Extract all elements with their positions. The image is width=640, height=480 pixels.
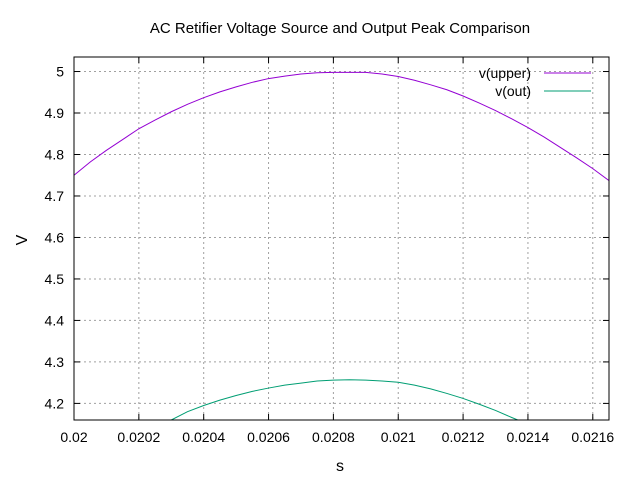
y-tick-label: 4.5 xyxy=(45,271,65,287)
legend-label: v(out) xyxy=(495,83,531,99)
axis-ticks xyxy=(73,57,609,420)
y-tick-label: 4.3 xyxy=(45,354,65,370)
y-tick-label: 4.9 xyxy=(45,105,65,121)
x-tick-labels: 0.02 0.0202 0.0204 0.0206 0.0208 0.021 0.0212 0… xyxy=(60,429,614,445)
x-tick-label: 0.0214 xyxy=(507,429,550,445)
y-tick-label: 5 xyxy=(56,64,64,80)
plot-frame xyxy=(73,56,610,421)
y-tick-label: 4.2 xyxy=(45,395,65,411)
x-tick-label: 0.0202 xyxy=(117,429,160,445)
x-tick-label: 0.0204 xyxy=(182,429,225,445)
x-tick-label: 0.021 xyxy=(381,429,416,445)
series-layer xyxy=(74,71,609,420)
y-tick-label: 4.8 xyxy=(45,146,65,162)
y-tick-label: 4.7 xyxy=(45,188,65,204)
y-tick-label: 4.4 xyxy=(45,312,65,328)
x-axis-label: s xyxy=(336,458,344,475)
grid xyxy=(74,57,609,420)
y-axis-label: V xyxy=(14,234,31,245)
legend-label: v(upper) xyxy=(479,65,531,81)
x-tick-label: 0.0208 xyxy=(312,429,355,445)
x-tick-label: 0.0212 xyxy=(442,429,485,445)
legend: v(upper) v(out) xyxy=(479,65,591,99)
y-tick-labels: 4.2 4.3 4.4 4.5 4.6 4.7 4.8 4.9 5 xyxy=(45,64,65,412)
series-line-v-upper xyxy=(74,71,609,182)
x-tick-label: 0.02 xyxy=(60,429,87,445)
chart-title: AC Retifier Voltage Source and Output Pe… xyxy=(150,20,530,37)
series-line-v-out xyxy=(171,379,520,420)
y-tick-label: 4.6 xyxy=(45,229,65,245)
x-tick-label: 0.0206 xyxy=(247,429,290,445)
x-tick-label: 0.0216 xyxy=(571,429,614,445)
